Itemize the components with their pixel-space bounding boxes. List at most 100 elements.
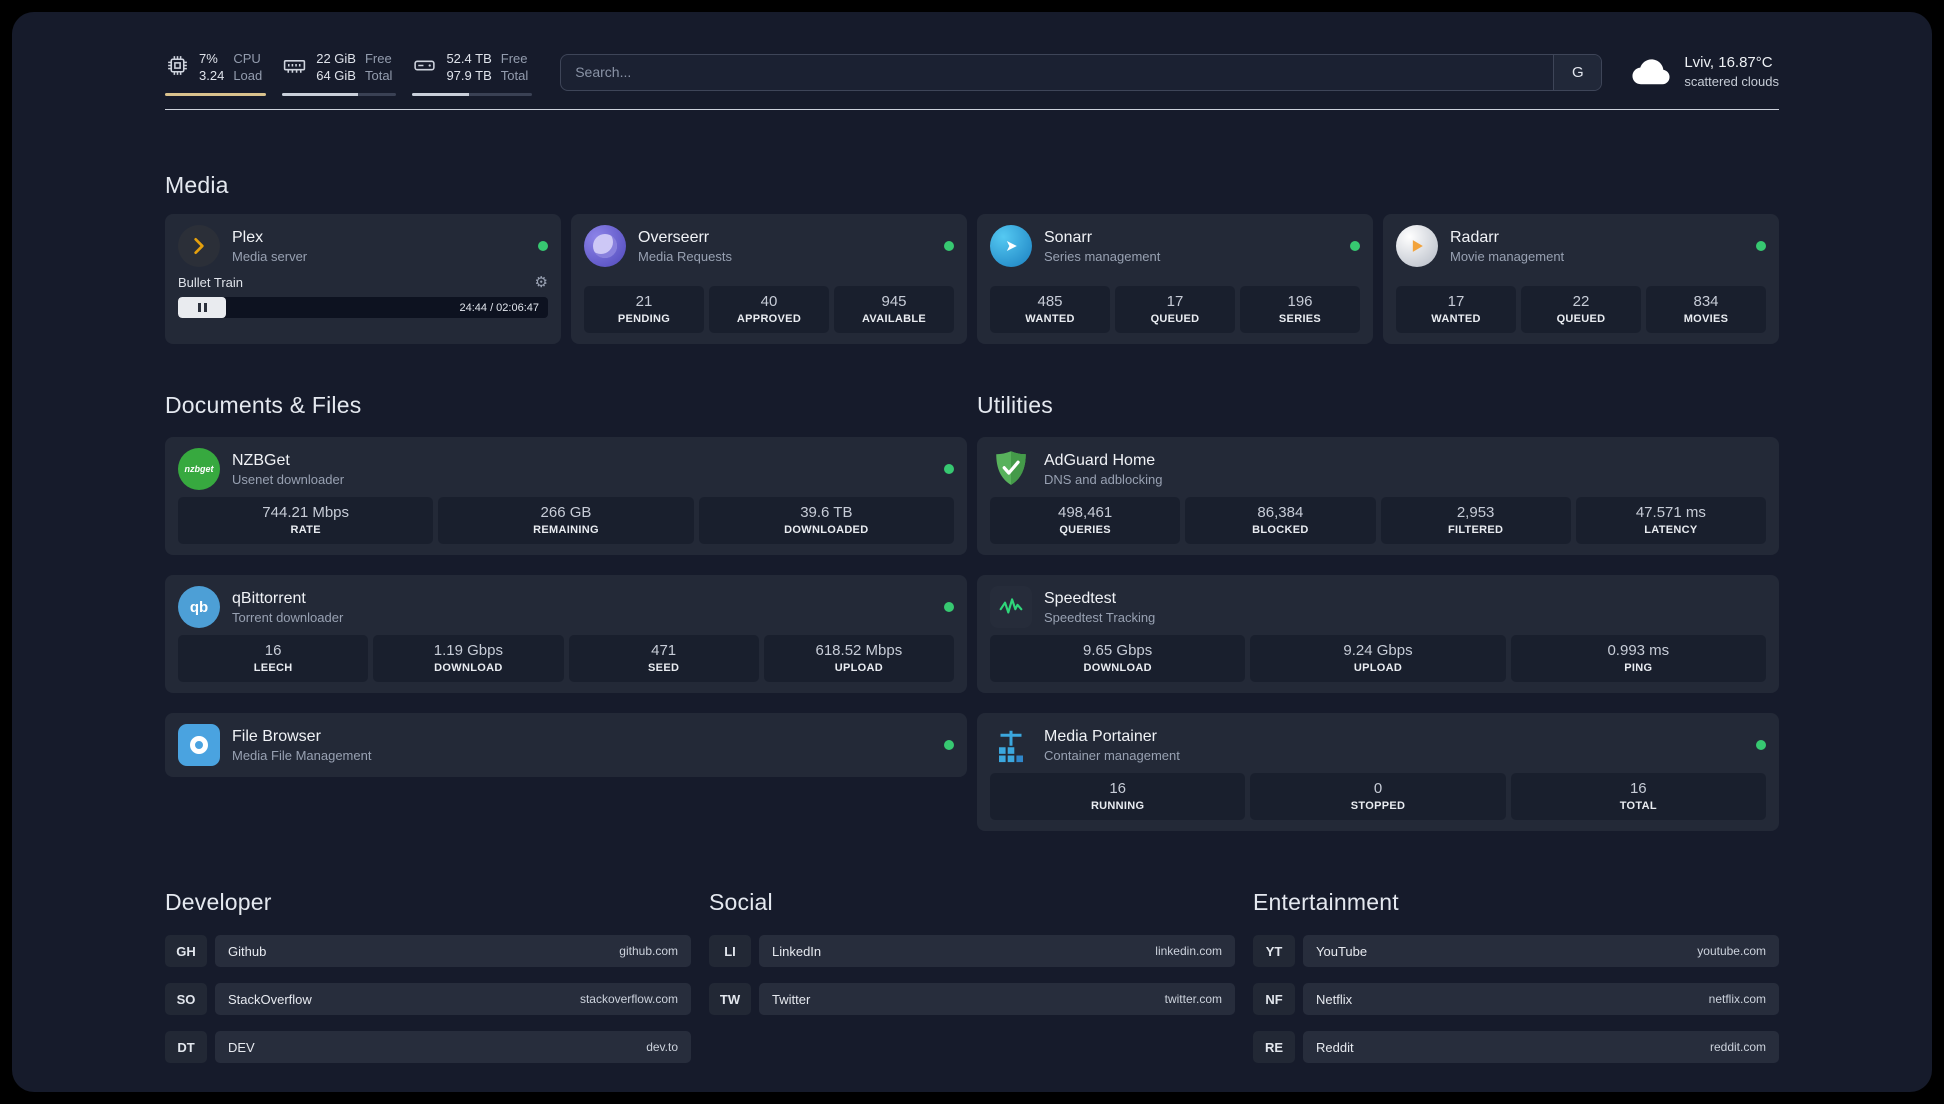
service-subtitle: Movie management [1450, 248, 1565, 264]
service-subtitle: Series management [1044, 248, 1161, 264]
bookmark-domain: dev.to [646, 1040, 678, 1054]
disk-usage-bar [412, 93, 533, 96]
bookmark-name: YouTube [1316, 943, 1368, 959]
stat-tile: 22 QUEUED [1521, 286, 1641, 333]
bookmark-domain: github.com [619, 944, 678, 958]
stat-tile: 0 STOPPED [1250, 773, 1506, 820]
system-stats: 7% 3.24 CPU Load 22 GiB 64 GiB Free Total [165, 48, 533, 96]
utilities-column: Utilities AdGuard Home DNS and adblockin… [977, 392, 1779, 831]
service-card-sonarr[interactable]: Sonarr Series management 485 WANTED 17 QUE… [977, 214, 1373, 344]
bookmark-domain: twitter.com [1164, 992, 1222, 1006]
service-subtitle: Torrent downloader [232, 609, 344, 625]
stat-tile: 945 AVAILABLE [834, 286, 954, 333]
status-dot [1350, 241, 1360, 251]
cpu-labels: CPU Load [233, 51, 263, 83]
status-dot [944, 464, 954, 474]
service-subtitle: Media Requests [638, 248, 732, 264]
bookmark-domain: linkedin.com [1155, 944, 1222, 958]
service-name: qBittorrent [232, 589, 306, 607]
bookmark-name: DEV [228, 1039, 255, 1055]
service-name: File Browser [232, 727, 321, 745]
qbittorrent-icon: qb [178, 586, 220, 628]
service-card-speedtest[interactable]: Speedtest Speedtest Tracking 9.65 Gbps DO… [977, 575, 1779, 693]
status-dot [1756, 241, 1766, 251]
section-title-utilities: Utilities [977, 392, 1053, 418]
service-subtitle: Speedtest Tracking [1044, 609, 1156, 625]
bookmark-twitter[interactable]: TW Twitter twitter.com [709, 983, 1235, 1015]
filebrowser-icon [178, 724, 220, 766]
bookmark-stackoverflow[interactable]: SO StackOverflow stackoverflow.com [165, 983, 691, 1015]
documents-column: Documents & Files nzbget NZBGet Usenet d… [165, 392, 967, 831]
cpu-stat: 7% 3.24 CPU Load [165, 48, 267, 96]
bookmark-abbr: DT [165, 1031, 207, 1063]
service-card-radarr[interactable]: Radarr Movie management 17 WANTED 22 QUEUE… [1383, 214, 1779, 344]
bookmark-abbr: NF [1253, 983, 1295, 1015]
weather-condition: scattered clouds [1684, 74, 1779, 89]
service-subtitle: Container management [1044, 747, 1180, 763]
disk-values: 52.4 TB 97.9 TB [446, 51, 492, 83]
playback-time: 24:44 / 02:06:47 [459, 301, 539, 314]
stat-tile: 40 APPROVED [709, 286, 829, 333]
service-name: Overseerr [638, 228, 710, 246]
bookmarks-entertainment: Entertainment YT YouTube youtube.com NF N… [1253, 889, 1779, 1063]
search-input[interactable] [561, 54, 1554, 90]
service-card-overseerr[interactable]: Overseerr Media Requests 21 PENDING 40 APP… [571, 214, 967, 344]
bookmark-youtube[interactable]: YT YouTube youtube.com [1253, 935, 1779, 967]
stat-tile: 39.6 TB DOWNLOADED [698, 497, 954, 544]
topbar: 7% 3.24 CPU Load 22 GiB 64 GiB Free Total [165, 48, 1779, 96]
cpu-usage-bar [165, 93, 267, 96]
bookmark-abbr: SO [165, 983, 207, 1015]
service-name: AdGuard Home [1044, 451, 1156, 469]
section-title-entertainment: Entertainment [1253, 889, 1399, 915]
bookmark-name: StackOverflow [228, 991, 312, 1007]
service-card-portainer[interactable]: Media Portainer Container management 16 R… [977, 713, 1779, 831]
gear-icon[interactable]: ⚙ [534, 274, 548, 291]
plex-icon [178, 225, 220, 267]
service-card-plex[interactable]: Plex Media server Bullet Train ⚙ 24:44 /… [165, 214, 561, 344]
stat-tile: 471 SEED [568, 635, 759, 682]
bookmark-github[interactable]: GH Github github.com [165, 935, 691, 967]
stat-tile: 86,384 BLOCKED [1185, 497, 1376, 544]
bookmark-reddit[interactable]: RE Reddit reddit.com [1253, 1031, 1779, 1063]
stat-tile: 834 MOVIES [1646, 286, 1766, 333]
service-card-adguard[interactable]: AdGuard Home DNS and adblocking 498,461 Q… [977, 437, 1779, 555]
bookmark-domain: reddit.com [1709, 1040, 1766, 1054]
service-card-nzbget[interactable]: nzbget NZBGet Usenet downloader 744.21 M… [165, 437, 967, 555]
status-dot [944, 602, 954, 612]
bookmark-linkedin[interactable]: LI LinkedIn linkedin.com [709, 935, 1235, 967]
stat-tile: 498,461 QUERIES [990, 497, 1181, 544]
ram-labels: Free Total [364, 51, 393, 83]
ram-icon [284, 60, 306, 73]
stat-tile: 16 TOTAL [1510, 773, 1766, 820]
status-dot [538, 241, 548, 251]
stat-tile: 17 QUEUED [1115, 286, 1235, 333]
dashboard-panel: 7% 3.24 CPU Load 22 GiB 64 GiB Free Total [12, 12, 1932, 1092]
service-card-qbittorrent[interactable]: qb qBittorrent Torrent downloader 16 LEEC… [165, 575, 967, 693]
service-name: Plex [232, 228, 264, 246]
bookmark-name: Reddit [1316, 1039, 1354, 1055]
stat-tile: 9.24 Gbps UPLOAD [1250, 635, 1506, 682]
bookmark-name: Netflix [1316, 991, 1353, 1007]
bookmark-name: LinkedIn [772, 943, 822, 959]
bookmarks-developer: Developer GH Github github.com SO StackOv… [165, 889, 691, 1063]
search-bar: G [560, 53, 1603, 91]
cpu-icon [168, 56, 187, 75]
search-engine-button[interactable]: G [1553, 54, 1602, 90]
stat-tile: 618.52 Mbps UPLOAD [763, 635, 954, 682]
disk-labels: Free Total [500, 51, 529, 83]
stat-tile: 16 LEECH [178, 635, 369, 682]
plex-player-bar[interactable]: 24:44 / 02:06:47 [178, 297, 548, 318]
adguard-icon [990, 448, 1032, 490]
bookmark-abbr: TW [709, 983, 751, 1015]
stat-tile: 266 GB REMAINING [438, 497, 694, 544]
bookmark-netflix[interactable]: NF Netflix netflix.com [1253, 983, 1779, 1015]
bookmark-dev[interactable]: DT DEV dev.to [165, 1031, 691, 1063]
topbar-divider [165, 109, 1779, 110]
now-playing-title: Bullet Train [178, 275, 244, 290]
bookmark-abbr: LI [709, 935, 751, 967]
cpu-values: 7% 3.24 [199, 51, 225, 83]
weather-widget[interactable]: Lviv, 16.87°C scattered clouds [1630, 53, 1779, 91]
pause-button[interactable] [178, 297, 226, 318]
service-subtitle: Media File Management [232, 747, 372, 763]
service-card-filebrowser[interactable]: File Browser Media File Management [165, 713, 967, 777]
